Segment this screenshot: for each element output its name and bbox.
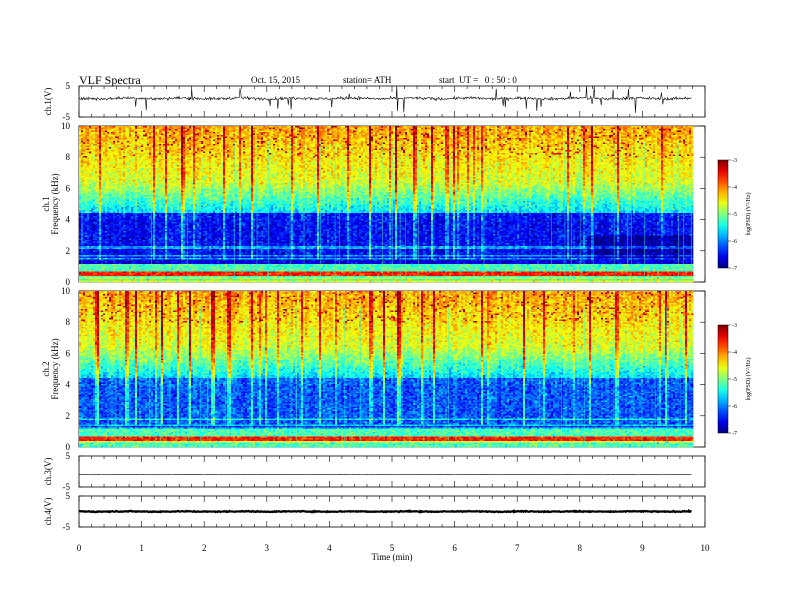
panel-3-ytick-label: 8 bbox=[66, 317, 71, 327]
colorbar-tick-label: -3 bbox=[732, 323, 737, 329]
panel-3-ytick-label: 10 bbox=[61, 286, 71, 296]
x-tick-label: 3 bbox=[265, 543, 270, 553]
panel-2-ytick-label: 10 bbox=[61, 121, 71, 131]
vlf-spectra-figure: ch.1(V)5-5ch.1 Frequency (kHz)0246810ch.2… bbox=[0, 0, 792, 612]
panel-1-ylabel: ch.1(V) bbox=[43, 88, 53, 116]
panel-3-ytick-label: 2 bbox=[66, 411, 71, 421]
colorbar-tick-label: -5 bbox=[732, 377, 737, 383]
panel-2-ytick-label: 4 bbox=[66, 215, 71, 225]
x-tick-label: 9 bbox=[640, 543, 645, 553]
colorbar-tick-label: -6 bbox=[732, 239, 737, 245]
panel-5-ytick-label: -5 bbox=[63, 522, 71, 532]
panel-3-colorbar-label: log(PSD) (V²/Hz) bbox=[745, 358, 752, 401]
colorbar-tick-label: -4 bbox=[732, 350, 737, 356]
x-tick-label: 8 bbox=[578, 543, 583, 553]
colorbar-tick-label: -7 bbox=[732, 266, 737, 272]
panel-4-ylabel: ch.3(V) bbox=[43, 458, 53, 486]
colorbar-tick-label: -5 bbox=[732, 212, 737, 218]
x-tick-label: 2 bbox=[202, 543, 207, 553]
panel-4-ytick-label: 5 bbox=[66, 451, 71, 461]
x-tick-label: 6 bbox=[452, 543, 457, 553]
colorbar-tick-label: -7 bbox=[732, 431, 737, 437]
panel-5-ytick-label: 5 bbox=[66, 491, 71, 501]
panel-2-ylabel-line-2: Frequency (kHz) bbox=[50, 173, 60, 234]
x-axis-label: Time (min) bbox=[372, 552, 413, 562]
x-tick-label: 10 bbox=[701, 543, 711, 553]
x-tick-label: 4 bbox=[327, 543, 332, 553]
panel-3-ytick-label: 6 bbox=[66, 348, 71, 358]
panel-2-ytick-label: 2 bbox=[66, 246, 71, 256]
panel-5-ylabel: ch.4(V) bbox=[43, 498, 53, 526]
panel-2-colorbar bbox=[718, 160, 728, 268]
panel-2-ytick-label: 8 bbox=[66, 152, 71, 162]
x-tick-label: 7 bbox=[515, 543, 520, 553]
panel-2-colorbar-label: log(PSD) (V²/Hz) bbox=[745, 193, 752, 236]
colorbar-tick-label: -6 bbox=[732, 404, 737, 410]
x-tick-label: 0 bbox=[77, 543, 82, 553]
panel-2-ytick-label: 6 bbox=[66, 183, 71, 193]
panel-2-spectrogram bbox=[79, 126, 693, 282]
panel-1-waveform bbox=[79, 86, 692, 113]
panel-3-colorbar bbox=[718, 325, 728, 433]
colorbar-tick-label: -4 bbox=[732, 185, 737, 191]
panel-3-ytick-label: 4 bbox=[66, 380, 71, 390]
panel-3-spectrogram bbox=[79, 291, 693, 447]
panel-1-ytick-label: 5 bbox=[66, 81, 71, 91]
x-tick-label: 1 bbox=[139, 543, 144, 553]
panel-3-ylabel-line-2: Frequency (kHz) bbox=[50, 338, 60, 399]
colorbar-tick-label: -3 bbox=[732, 158, 737, 164]
panel-5-waveform bbox=[79, 511, 692, 512]
